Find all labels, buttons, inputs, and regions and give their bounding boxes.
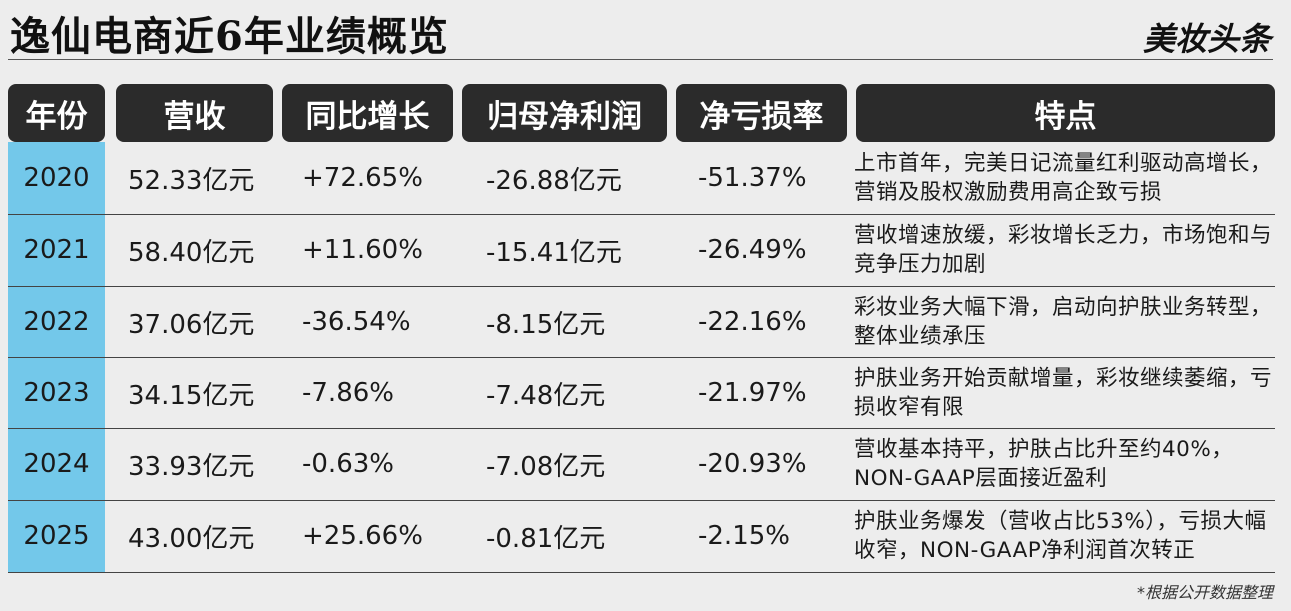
row-divider [8,286,1275,287]
feature-cell: 上市首年，完美日记流量红利驱动高增长，营销及股权激励费用高企致亏损 [854,151,1273,205]
year-cell: 2023 [23,378,90,408]
net-profit-cell: -8.15亿元 [486,309,606,340]
header-revenue: 营收 [116,84,273,142]
year-cell: 2024 [23,449,90,479]
revenue-cell: 58.40亿元 [128,237,255,268]
net-profit-cell: -7.08亿元 [486,451,606,482]
table-row: 2023 34.15亿元 -7.86% -7.48亿元 -21.97% 护肤业务… [8,357,1275,429]
net-loss-rate-cell: -2.15% [698,521,790,551]
net-loss-rate-cell: -21.97% [698,378,807,408]
yoy-cell: +25.66% [302,521,423,551]
feature-cell: 营收增速放缓，彩妆增长乏力，市场饱和与竞争压力加剧 [854,223,1273,277]
feature-cell: 护肤业务开始贡献增量，彩妆继续萎缩，亏损收窄有限 [854,366,1273,420]
brand-logo-text: 美妆头条 [1142,20,1271,58]
net-loss-rate-cell: -51.37% [698,163,807,193]
title-divider [8,59,1273,60]
row-divider [8,428,1275,429]
yoy-cell: +11.60% [302,235,423,265]
revenue-cell: 33.93亿元 [128,451,255,482]
header-net-loss-rate: 净亏损率 [676,84,847,142]
yoy-cell: -0.63% [302,449,394,479]
net-loss-rate-cell: -26.49% [698,235,807,265]
net-profit-cell: -15.41亿元 [486,237,622,268]
table-row: 2024 33.93亿元 -0.63% -7.08亿元 -20.93% 营收基本… [8,428,1275,500]
yoy-cell: +72.65% [302,163,423,193]
header-features: 特点 [856,84,1275,142]
net-profit-cell: -7.48亿元 [486,380,606,411]
header-net-profit: 归母净利润 [462,84,667,142]
net-profit-cell: -26.88亿元 [486,165,622,196]
year-cell: 2020 [23,163,90,193]
feature-cell: 彩妆业务大幅下滑，启动向护肤业务转型，整体业绩承压 [854,295,1273,349]
feature-cell: 营收基本持平，护肤占比升至约40%，NON-GAAP层面接近盈利 [854,437,1234,491]
revenue-cell: 43.00亿元 [128,523,255,554]
revenue-cell: 52.33亿元 [128,165,255,196]
revenue-cell: 34.15亿元 [128,380,255,411]
table-row: 2021 58.40亿元 +11.60% -15.41亿元 -26.49% 营收… [8,214,1275,286]
header-year: 年份 [8,84,105,142]
yoy-cell: -7.86% [302,378,394,408]
year-cell: 2021 [23,235,90,265]
row-divider [8,357,1275,358]
table-bottom-rule [8,572,1275,573]
header-yoy: 同比增长 [282,84,453,142]
yoy-cell: -36.54% [302,307,411,337]
feature-cell: 护肤业务爆发（营收占比53%），亏损大幅收窄，NON-GAAP净利润首次转正 [854,509,1267,563]
year-cell: 2022 [23,307,90,337]
net-profit-cell: -0.81亿元 [486,523,606,554]
table-row: 2025 43.00亿元 +25.66% -0.81亿元 -2.15% 护肤业务… [8,500,1275,572]
footnote: *根据公开数据整理 [1136,583,1273,602]
table-row: 2022 37.06亿元 -36.54% -8.15亿元 -22.16% 彩妆业… [8,286,1275,358]
table-row: 2020 52.33亿元 +72.65% -26.88亿元 -51.37% 上市… [8,142,1275,214]
year-cell: 2025 [23,521,90,551]
net-loss-rate-cell: -22.16% [698,307,807,337]
row-divider [8,214,1275,215]
page-title: 逸仙电商近6年业绩概览 [10,13,449,60]
revenue-cell: 37.06亿元 [128,309,255,340]
net-loss-rate-cell: -20.93% [698,449,807,479]
row-divider [8,500,1275,501]
